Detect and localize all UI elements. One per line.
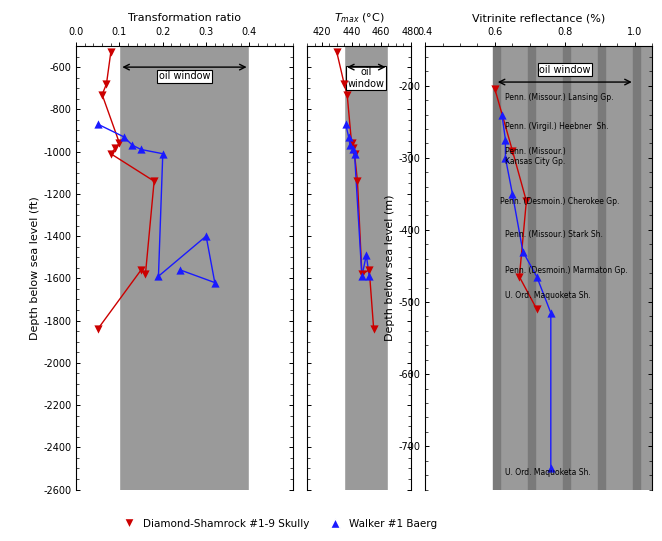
Point (545, 308, 556, 317)
Bar (250, 46, 293, 490)
Point (110, 144, 120, 153)
Point (350, 149, 360, 158)
Text: oil window: oil window (159, 71, 211, 81)
Text: U. Ord. Maquoketa Sh.: U. Ord. Maquoketa Sh. (505, 291, 591, 300)
Bar (493, 46, 500, 490)
Point (348, 145, 358, 154)
Point (507, 189, 518, 198)
Point (507, 146, 518, 155)
Point (136, 145, 146, 154)
Text: oil window: oil window (539, 65, 591, 75)
Point (175, 266, 185, 274)
Y-axis label: Depth below sea level (m): Depth below sea level (m) (385, 195, 395, 341)
Point (140, 270, 151, 279)
Title: Vitrinite reflectance (%): Vitrinite reflectance (%) (472, 14, 605, 23)
Point (514, 273, 525, 281)
Bar (563, 46, 570, 490)
Point (201, 232, 211, 240)
Point (521, 197, 532, 206)
Point (357, 270, 367, 279)
Point (93, 120, 103, 128)
Text: oil
window: oil window (348, 67, 385, 89)
Point (114, 139, 124, 148)
Point (518, 247, 528, 256)
Title: Transformation ratio: Transformation ratio (128, 14, 241, 23)
Point (153, 272, 164, 281)
Point (101, 80, 112, 88)
Point (490, 85, 500, 94)
Title: $T_{max}$ (°C): $T_{max}$ (°C) (334, 11, 385, 25)
Point (368, 325, 379, 333)
Point (364, 272, 375, 281)
Text: Penn. (Missour.)
Kansas City Gp.: Penn. (Missour.) Kansas City Gp. (505, 147, 566, 167)
Text: U. Ord. Maquoketa Sh.: U. Ord. Maquoketa Sh. (505, 468, 591, 477)
Point (350, 149, 360, 158)
Point (339, 80, 350, 88)
Point (118, 133, 129, 141)
Point (136, 266, 146, 274)
Point (209, 278, 220, 287)
Bar (598, 46, 605, 490)
Y-axis label: Depth below sea level (ft): Depth below sea level (ft) (30, 196, 40, 340)
Point (352, 177, 363, 186)
Point (332, 48, 342, 57)
Bar (307, 46, 344, 490)
Bar (76, 46, 119, 490)
Point (105, 149, 116, 158)
Point (105, 48, 116, 57)
Point (97, 90, 107, 99)
Point (500, 154, 510, 162)
Point (158, 149, 168, 158)
Point (500, 135, 510, 144)
Point (532, 273, 542, 281)
Bar (633, 46, 640, 490)
Point (357, 272, 367, 281)
Text: Penn. (Desmoin.) Cherokee Gp.: Penn. (Desmoin.) Cherokee Gp. (500, 197, 620, 207)
Point (340, 120, 351, 128)
Bar (528, 46, 535, 490)
Point (496, 110, 507, 119)
Point (364, 266, 375, 274)
Point (345, 141, 355, 150)
Text: Penn. (Missour.) Lansing Gp.: Penn. (Missour.) Lansing Gp. (505, 93, 614, 102)
Point (149, 177, 160, 186)
Point (361, 251, 371, 260)
Point (348, 144, 358, 153)
Point (344, 133, 354, 141)
Point (346, 139, 357, 148)
Bar (389, 46, 410, 490)
Legend: Diamond-Shamrock #1-9 Skully, Walker #1 Baerg: Diamond-Shamrock #1-9 Skully, Walker #1 … (115, 514, 442, 533)
Text: Penn. (Desmoin.) Marmaton Gp.: Penn. (Desmoin.) Marmaton Gp. (505, 266, 628, 275)
Point (93, 325, 103, 333)
Text: Penn. (Virgil.) Heebner  Sh.: Penn. (Virgil.) Heebner Sh. (505, 122, 609, 131)
Point (545, 464, 556, 472)
Bar (425, 46, 495, 490)
Point (127, 141, 138, 150)
Point (342, 90, 352, 99)
Text: Penn. (Missour.) Stark Sh.: Penn. (Missour.) Stark Sh. (505, 230, 603, 239)
Point (532, 305, 542, 314)
